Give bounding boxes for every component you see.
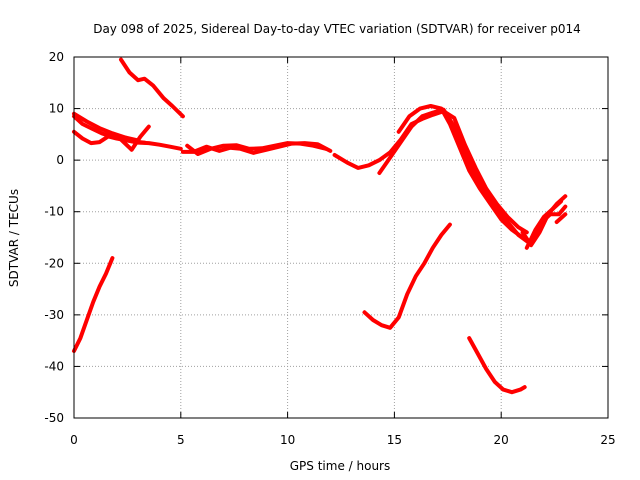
y-tick-label: -40	[44, 359, 64, 373]
series-track-7	[185, 141, 328, 156]
series-track-17	[467, 336, 527, 395]
chart-title: Day 098 of 2025, Sidereal Day-to-day VTE…	[93, 22, 581, 36]
series-track-9	[377, 107, 531, 245]
series-track-4	[119, 124, 151, 152]
axis-ticks	[73, 56, 609, 419]
x-tick-labels: 0 5 10 15 20 25	[70, 433, 615, 447]
x-tick-label: 15	[387, 433, 402, 447]
x-axis-label: GPS time / hours	[290, 459, 391, 473]
grid-lines	[74, 57, 608, 418]
series-track-15	[72, 256, 115, 353]
data-series	[72, 57, 568, 395]
x-tick-label: 0	[70, 433, 78, 447]
y-axis-label: SDTVAR / TECUs	[7, 189, 21, 287]
y-tick-labels: -50 -40 -30 -20 -10 0 10 20	[44, 50, 64, 425]
series-track-5	[119, 57, 185, 119]
series-track-10	[396, 104, 525, 240]
x-tick-label: 25	[600, 433, 615, 447]
series-track-3	[72, 111, 141, 143]
y-tick-label: 0	[56, 153, 64, 167]
plot-frame	[73, 56, 609, 419]
y-tick-label: -20	[44, 256, 64, 270]
y-tick-label: 20	[49, 50, 64, 64]
series-track-16	[362, 222, 452, 330]
x-tick-label: 10	[280, 433, 295, 447]
y-tick-label: -30	[44, 308, 64, 322]
x-tick-label: 20	[494, 433, 509, 447]
series-track-13	[531, 204, 568, 240]
y-tick-label: 10	[49, 102, 64, 116]
series-track-14	[554, 212, 568, 224]
y-tick-label: -10	[44, 205, 64, 219]
x-tick-label: 5	[177, 433, 185, 447]
y-tick-label: -50	[44, 411, 64, 425]
